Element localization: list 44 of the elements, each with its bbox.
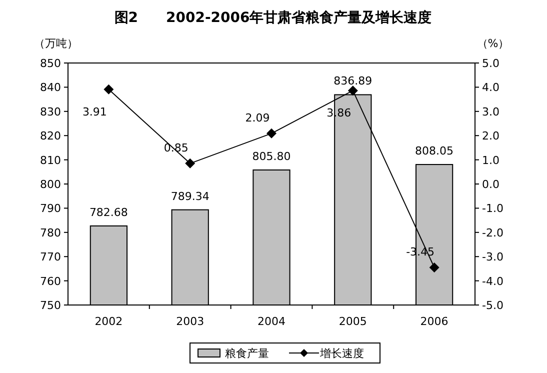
- y2-tick-label: -3.0: [482, 250, 504, 264]
- x-tick-label: 2006: [420, 315, 448, 328]
- y2-tick-label: 4.0: [482, 81, 500, 94]
- y2-tick-label: 0.0: [482, 178, 500, 191]
- y-axis-title: （万吨）: [34, 37, 78, 50]
- data-label: 782.68: [89, 206, 128, 219]
- data-label: 2.09: [245, 111, 270, 124]
- y-tick-label: 780: [40, 226, 61, 240]
- point: [348, 86, 358, 96]
- y-tick-label: 760: [40, 274, 61, 288]
- data-label: 3.91: [82, 105, 107, 118]
- x-tick-label: 2003: [176, 315, 204, 328]
- y-tick-label: 810: [40, 154, 61, 167]
- y-tick-label: 850: [40, 57, 61, 70]
- data-label: 836.89: [334, 74, 372, 88]
- y-tick-label: 770: [40, 250, 61, 264]
- y-tick-label: 830: [40, 105, 61, 118]
- y-tick-label: 840: [40, 81, 61, 94]
- point: [429, 262, 440, 272]
- y2-tick-label: -1.0: [482, 202, 504, 216]
- data-label: 808.05: [415, 144, 454, 158]
- x-tick-label: 2002: [94, 315, 123, 328]
- y2-tick-label: -2.0: [482, 226, 504, 240]
- point: [266, 128, 276, 138]
- point: [185, 158, 196, 168]
- y-tick-label: 800: [40, 178, 61, 191]
- point: [104, 84, 114, 94]
- y2-tick-label: 5.0: [482, 57, 500, 70]
- chart-title: 图2 2002-2006年甘肃省粮食产量及增长速度: [114, 9, 432, 26]
- y2-tick-label: 2.0: [482, 130, 500, 143]
- x-tick-label: 2005: [338, 315, 367, 328]
- y2-tick-label: -5.0: [482, 299, 504, 312]
- y2-tick-label: 1.0: [482, 154, 500, 167]
- data-label: 789.34: [170, 190, 210, 203]
- y2-tick-label: 3.0: [482, 105, 500, 118]
- legend-label: 增长速度: [319, 347, 364, 360]
- y2-tick-label: -4.0: [482, 274, 504, 288]
- legend-label: 粮食产量: [225, 347, 269, 360]
- y2-axis-title: （%）: [476, 37, 510, 50]
- y-tick-label: 820: [40, 130, 61, 143]
- data-label: 805.80: [252, 150, 291, 163]
- y-tick-label: 790: [40, 202, 61, 216]
- x-tick-label: 2004: [258, 315, 286, 328]
- y-tick-label: 750: [40, 299, 61, 312]
